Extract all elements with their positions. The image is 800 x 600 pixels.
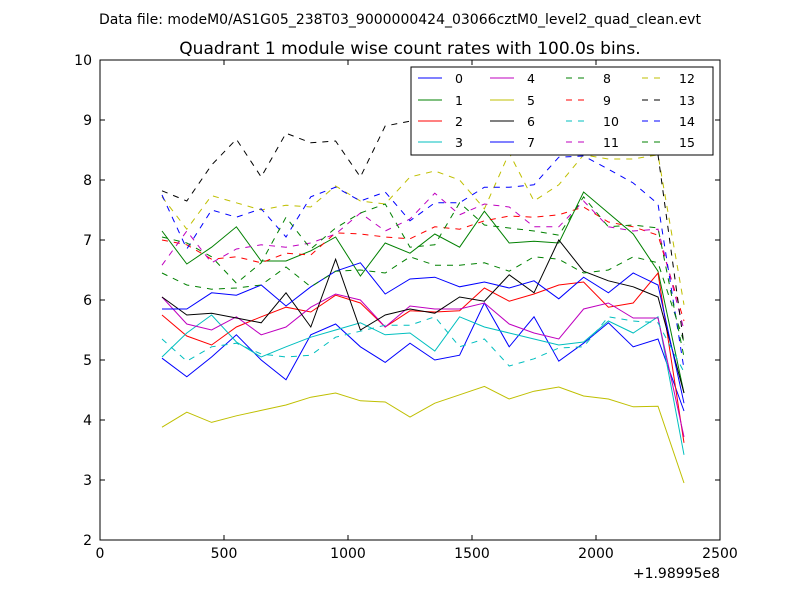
y-tick-label: 3 [83,473,92,489]
legend-label-9: 9 [603,93,611,108]
x-tick-label: 1500 [454,546,490,562]
legend-label-4: 4 [527,71,535,86]
legend-label-13: 13 [679,93,695,108]
y-tick-label: 7 [83,233,92,249]
series-line-14 [161,155,685,370]
series-line-7 [162,262,685,404]
series-line-8 [161,256,685,343]
series-line-12 [161,151,685,305]
legend-label-8: 8 [603,71,611,86]
legend-label-12: 12 [679,71,695,86]
series-line-9 [161,206,685,322]
y-tick-label: 6 [83,293,92,309]
series-line-6 [161,239,685,394]
series-line-4 [161,293,685,437]
legend-box [410,66,714,156]
series-line-15 [161,195,685,358]
x-tick-label: 2000 [578,546,614,562]
x-tick-label: 500 [211,546,238,562]
legend-label-0: 0 [455,71,463,86]
series-line-11 [161,192,685,331]
legend-label-6: 6 [527,114,535,129]
legend-label-11: 11 [603,135,619,150]
chart-title: Quadrant 1 module wise count rates with … [179,39,640,59]
legend-label-2: 2 [455,114,463,129]
y-tick-label: 5 [83,353,92,369]
x-offset-label: +1.98995e8 [633,566,720,582]
plot-frame [99,59,721,541]
legend-label-1: 1 [455,93,463,108]
legend-label-15: 15 [679,135,695,150]
legend-label-7: 7 [527,135,535,150]
series-line-1 [161,191,685,394]
y-tick-label: 2 [83,533,92,549]
series-line-5 [161,385,685,484]
y-tick-label: 9 [83,113,92,129]
legend-label-3: 3 [455,135,463,150]
legend-label-10: 10 [603,114,619,129]
plot-lines [161,104,685,484]
x-tick-label: 2500 [702,546,738,562]
y-tick-label: 8 [83,173,92,189]
series-line-10 [161,316,685,373]
figure-suptitle: Data file: modeM0/AS1G05_238T03_90000004… [99,12,701,28]
legend-label-14: 14 [679,114,695,129]
legend-label-5: 5 [527,93,535,108]
series-line-0 [161,301,685,412]
y-tick-label: 4 [83,413,92,429]
x-tick-label: 0 [96,546,105,562]
x-tick-label: 1000 [330,546,366,562]
y-tick-label: 10 [74,53,92,69]
